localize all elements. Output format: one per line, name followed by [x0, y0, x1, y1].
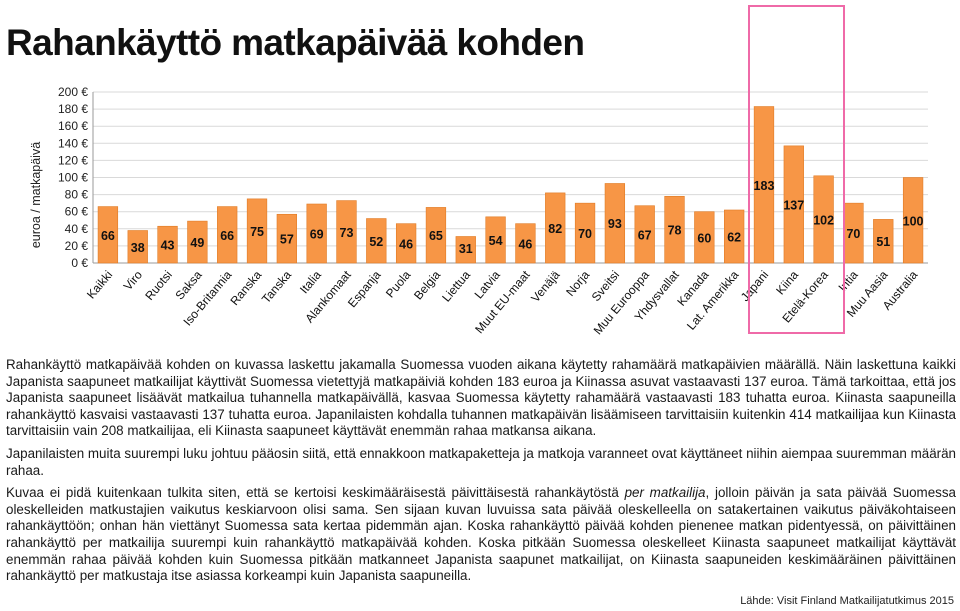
x-tick-label: Kaikki: [84, 268, 115, 302]
data-label: 46: [518, 237, 532, 251]
bar: [246, 198, 268, 264]
data-label: 93: [608, 217, 622, 231]
paragraph-1-text: Rahankäyttö matkapäivää kohden on kuvass…: [6, 357, 956, 439]
x-tick-label: Tanska: [259, 268, 294, 306]
y-tick-label: 100 €: [58, 171, 88, 185]
data-label: 100: [903, 214, 924, 228]
bar: [336, 200, 357, 264]
bar: [187, 220, 208, 264]
bar: [694, 211, 715, 264]
paragraph-1: Rahankäyttö matkapäivää kohden on kuvass…: [6, 357, 956, 440]
bar: [545, 192, 566, 264]
data-label: 70: [846, 227, 860, 241]
data-label: 52: [369, 235, 383, 249]
x-tick-label: Ranska: [227, 268, 264, 308]
bar: [724, 209, 745, 264]
bar: [425, 207, 447, 264]
data-label: 75: [250, 225, 264, 239]
data-label: 78: [668, 224, 682, 238]
data-label: 66: [101, 229, 115, 243]
bar: [574, 202, 596, 264]
y-tick-label: 120 €: [58, 153, 88, 167]
y-tick-label: 200 €: [58, 85, 88, 99]
bar: [604, 183, 626, 264]
bar: [97, 206, 119, 264]
y-tick-label: 20 €: [65, 239, 89, 253]
bar: [515, 223, 536, 264]
data-label: 66: [220, 229, 234, 243]
x-tick-label: Puola: [383, 268, 414, 301]
paragraph-3: Kuvaa ei pidä kuitenkaan tulkita siten, …: [6, 485, 956, 585]
y-tick-label: 140 €: [58, 136, 88, 150]
y-tick-label: 180 €: [58, 102, 88, 116]
data-label: 57: [280, 233, 294, 247]
data-label: 60: [697, 231, 711, 245]
x-tick-label: Viro: [121, 268, 146, 293]
y-tick-label: 40 €: [65, 222, 89, 236]
highlight-box: [748, 5, 845, 334]
data-labels: 66 38 43 49 66 75 57 69 73 52 46 65 31 54 46 82 70 93 67 78…: [101, 179, 924, 256]
data-label: 70: [578, 227, 592, 241]
data-label: 102: [813, 213, 834, 227]
y-tick-label: 80 €: [65, 188, 89, 202]
data-label: 31: [459, 242, 473, 256]
bar: [366, 218, 387, 264]
data-label: 49: [190, 236, 204, 250]
data-label: 62: [727, 230, 741, 244]
x-tick-label: Espanja: [345, 268, 384, 310]
bar: [873, 219, 894, 264]
paragraph-3-text-a: Kuvaa ei pidä kuitenkaan tulkita siten, …: [6, 485, 625, 501]
data-label: 137: [783, 198, 804, 212]
paragraph-3-emphasis: per matkailija: [624, 485, 706, 501]
page-title: Rahankäyttö matkapäivää kohden: [6, 22, 585, 63]
x-tick-label: Ruotsi: [142, 268, 175, 303]
bar: [127, 230, 148, 264]
bars: [97, 106, 924, 264]
x-axis: Kaikki ViroRuotsiSaksaIso-BritanniaRanska…: [84, 267, 921, 337]
bar: [813, 175, 834, 264]
paragraph-3-text-b: , jolloin päivän ja sata päivää Suomessa…: [6, 485, 956, 584]
bar: [157, 225, 178, 264]
x-tick-label: Japani: [738, 268, 771, 304]
source-credit: Lähde: Visit Finland Matkailijatutkimus …: [736, 595, 954, 607]
data-label: 73: [340, 226, 354, 240]
bar-chart: 0 € 20 € 40 € 60 € 80 € 100 € 120 € 140 € 160 € 1…: [29, 5, 928, 337]
y-tick-label: 160 €: [58, 119, 88, 133]
bar: [306, 203, 327, 264]
data-label: 38: [131, 241, 145, 255]
x-tick-label: Venäjä: [528, 268, 563, 305]
description-text: Rahankäyttö matkapäivää kohden on kuvass…: [6, 357, 956, 591]
x-tick-label: Italia: [297, 268, 324, 297]
x-tick-label: Intia: [835, 268, 861, 295]
bar: [485, 216, 506, 264]
data-label: 46: [399, 237, 413, 251]
data-label: 69: [310, 228, 324, 242]
bar: [455, 236, 476, 264]
bar: [395, 223, 417, 264]
bar: [902, 177, 924, 264]
y-tick-label: 60 €: [65, 205, 89, 219]
y-axis-label: euroa / matkapäivä: [29, 142, 43, 248]
bar: [753, 106, 775, 264]
paragraph-2-text: Japanilaisten muita suurempi luku johtuu…: [6, 445, 956, 478]
data-label: 54: [489, 234, 503, 248]
bar: [664, 196, 685, 264]
data-label: 183: [754, 179, 775, 193]
paragraph-2: Japanilaisten muita suurempi luku johtuu…: [6, 446, 956, 479]
data-label: 43: [161, 239, 175, 253]
data-label: 82: [548, 222, 562, 236]
x-tick-label: Liettua: [439, 268, 473, 305]
x-tick-label: Belgia: [411, 268, 443, 303]
x-tick-label: Kiina: [773, 268, 801, 298]
data-label: 67: [638, 228, 652, 242]
data-label: 51: [876, 235, 890, 249]
data-label: 65: [429, 229, 443, 243]
bar: [217, 206, 238, 264]
bar: [276, 213, 297, 264]
bar: [634, 205, 655, 264]
y-tick-label: 0 €: [71, 256, 88, 270]
bar: [783, 145, 804, 264]
